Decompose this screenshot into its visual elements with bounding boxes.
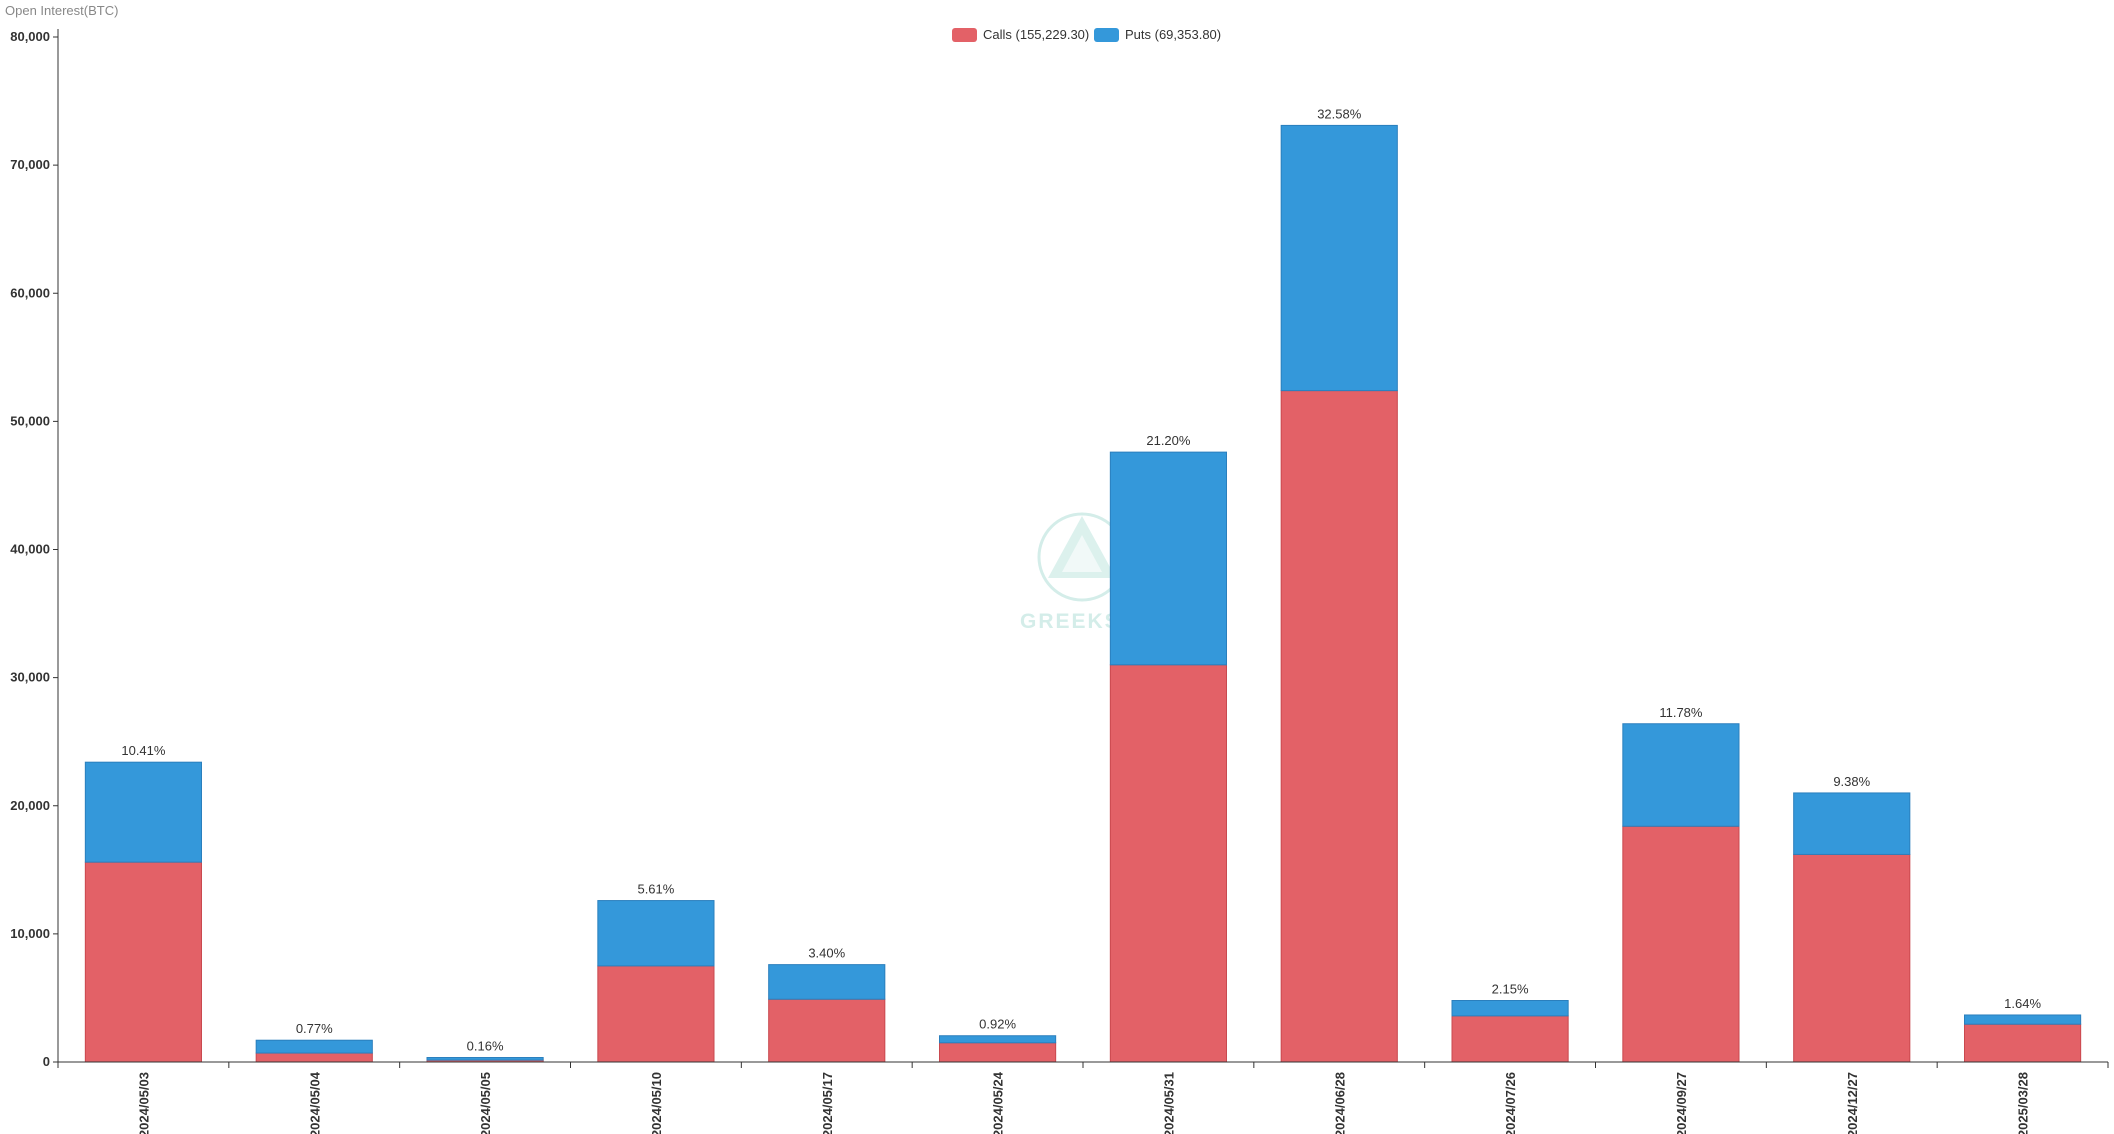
y-tick-label: 20,000	[10, 798, 50, 813]
bar-puts-2024-09-27[interactable]	[1622, 723, 1740, 827]
y-axis-title: Open Interest(BTC)	[5, 3, 118, 18]
bar-calls-2024-05-17[interactable]	[768, 998, 886, 1063]
percent-label: 0.92%	[979, 1017, 1016, 1032]
percent-label: 1.64%	[2004, 996, 2041, 1011]
bar-puts-2024-12-27[interactable]	[1793, 792, 1911, 855]
bar-puts-2024-05-03[interactable]	[84, 761, 202, 863]
labels-layer: 10.41% 2024/05/03 0.77% 2024/05/04 0.16% 2024…	[121, 106, 2041, 1134]
legend[interactable]: Calls (155,229.30) Puts (69,353.80)	[952, 27, 1221, 42]
bar-puts-2024-05-17[interactable]	[768, 964, 886, 1000]
percent-label: 2.15%	[1492, 982, 1529, 997]
bar-calls-2024-05-04[interactable]	[255, 1052, 373, 1063]
bar-calls-2024-05-10[interactable]	[597, 965, 715, 1063]
bar-calls-2024-06-28[interactable]	[1280, 390, 1398, 1063]
y-tick-label: 80,000	[10, 29, 50, 44]
bar-puts-2024-05-10[interactable]	[597, 900, 715, 967]
bar-puts-2025-03-28[interactable]	[1964, 1014, 2082, 1025]
x-tick-label: 2024/05/10	[649, 1072, 664, 1134]
legend-item-puts[interactable]: Puts (69,353.80)	[1094, 27, 1221, 42]
percent-label: 21.20%	[1146, 433, 1191, 448]
bars-layer	[84, 124, 2082, 1063]
bar-calls-2024-07-26[interactable]	[1451, 1015, 1569, 1063]
bar-puts-2024-07-26[interactable]	[1451, 1000, 1569, 1017]
x-tick-label: 2024/12/27	[1845, 1072, 1860, 1134]
bar-calls-2024-09-27[interactable]	[1622, 825, 1740, 1063]
y-tick-label: 30,000	[10, 670, 50, 685]
x-tick-label: 2024/06/28	[1332, 1072, 1347, 1134]
legend-swatch	[952, 28, 977, 42]
x-tick-label: 2024/05/24	[991, 1071, 1006, 1134]
x-tick-label: 2024/09/27	[1674, 1072, 1689, 1134]
legend-item-calls[interactable]: Calls (155,229.30)	[952, 27, 1089, 42]
x-tick-label: 2024/05/17	[820, 1072, 835, 1134]
y-tick-label: 60,000	[10, 285, 50, 300]
y-tick-label: 0	[43, 1054, 50, 1069]
bar-calls-2024-05-03[interactable]	[84, 861, 202, 1063]
y-tick-label: 50,000	[10, 413, 50, 428]
bar-puts-2024-05-05[interactable]	[426, 1057, 544, 1061]
x-tick-label: 2024/05/03	[136, 1072, 151, 1134]
legend-label: Calls (155,229.30)	[983, 27, 1089, 42]
percent-label: 32.58%	[1317, 106, 1362, 121]
percent-label: 5.61%	[637, 882, 674, 897]
percent-label: 11.78%	[1659, 705, 1703, 720]
x-tick-label: 2025/03/28	[2016, 1072, 2031, 1134]
bar-calls-2024-12-27[interactable]	[1793, 853, 1911, 1063]
bar-calls-2024-05-24[interactable]	[939, 1042, 1057, 1063]
percent-label: 10.41%	[121, 743, 166, 758]
bar-calls-2024-05-31[interactable]	[1109, 664, 1228, 1063]
x-tick-label: 2024/05/05	[478, 1072, 493, 1134]
bar-puts-2024-05-31[interactable]	[1109, 451, 1228, 666]
x-tick-label: 2024/05/31	[1161, 1072, 1176, 1134]
y-tick-label: 10,000	[10, 926, 50, 941]
percent-label: 0.77%	[296, 1021, 333, 1036]
y-tick-label: 40,000	[10, 542, 50, 557]
legend-swatch	[1094, 28, 1119, 42]
bar-puts-2024-06-28[interactable]	[1280, 124, 1398, 392]
bar-puts-2024-05-04[interactable]	[255, 1039, 373, 1054]
x-tick-label: 2024/07/26	[1503, 1072, 1518, 1134]
percent-label: 3.40%	[808, 946, 845, 961]
x-tick-label: 2024/05/04	[307, 1071, 322, 1134]
percent-label: 9.38%	[1833, 774, 1870, 789]
y-tick-label: 70,000	[10, 157, 50, 172]
axes-layer: 0 10,000 20,000 30,000 40,000 50,000 60,000 70,…	[10, 29, 2109, 1069]
bar-puts-2024-05-24[interactable]	[939, 1035, 1057, 1044]
legend-label: Puts (69,353.80)	[1125, 27, 1221, 42]
percent-label: 0.16%	[467, 1039, 504, 1054]
bar-calls-2025-03-28[interactable]	[1964, 1023, 2082, 1063]
